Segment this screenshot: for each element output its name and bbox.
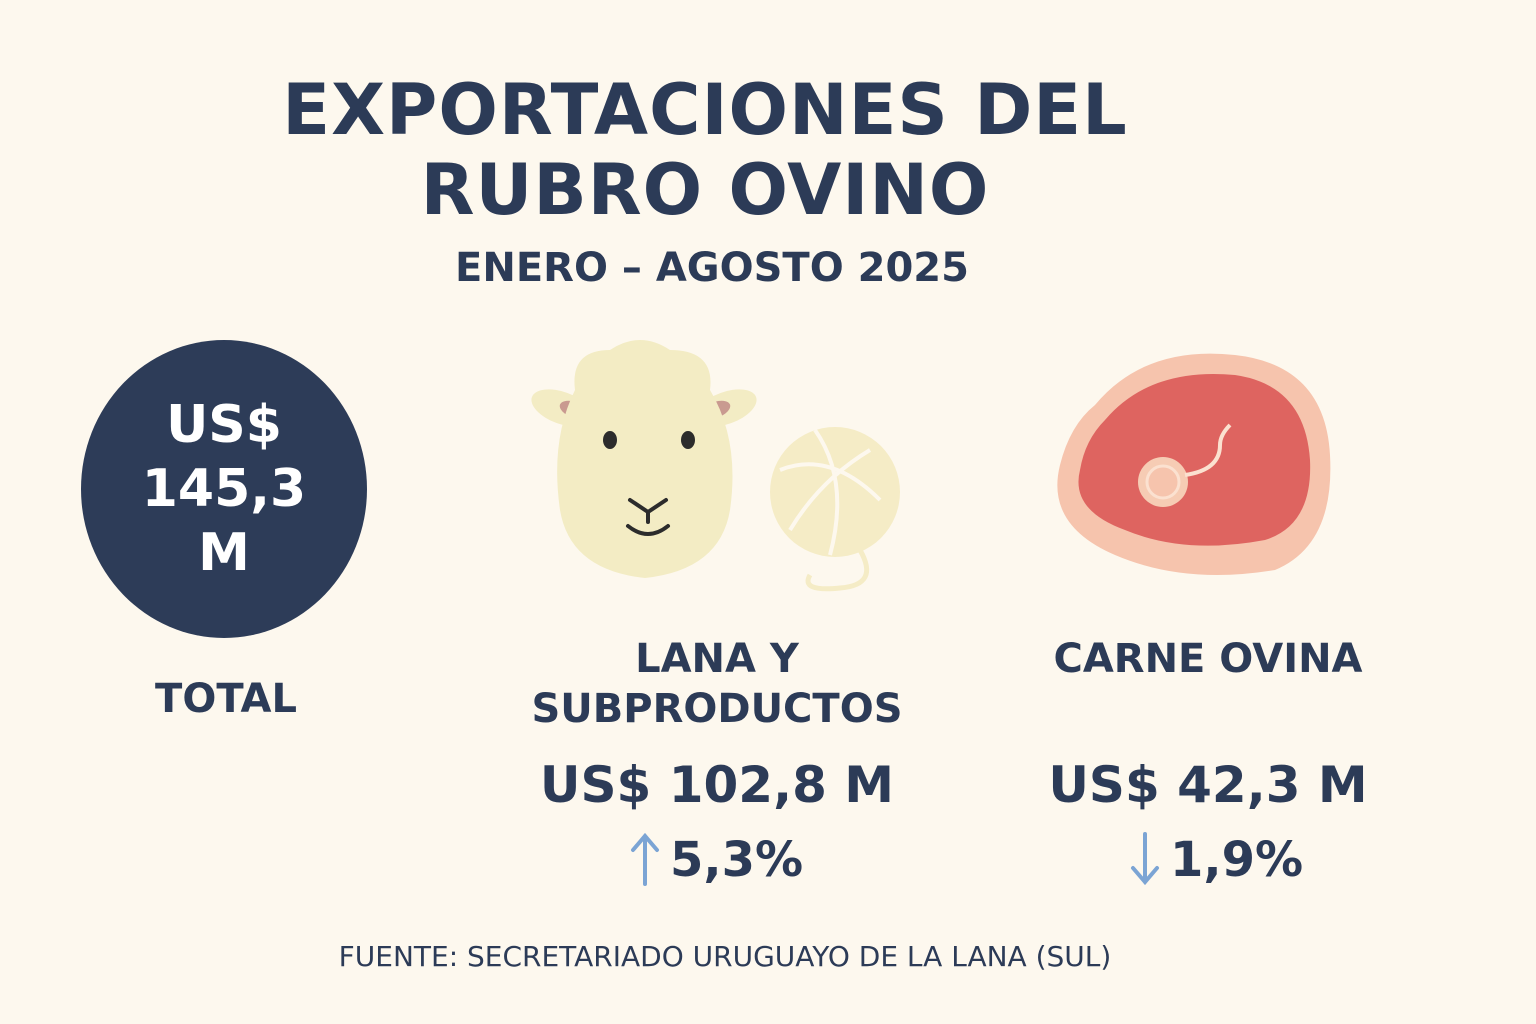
category-label: CARNE OVINA: [1053, 636, 1363, 682]
total-circle: US$ 145,3 M: [81, 340, 367, 638]
title: EXPORTACIONES DEL RUBRO OVINO: [282, 69, 1128, 231]
category-change: 1,9%: [1170, 832, 1304, 888]
category-value: US$ 102,8 M: [539, 756, 895, 814]
meat-icon: [1057, 353, 1331, 575]
total-value: US$ 145,3 M: [141, 395, 307, 583]
category-change: 5,3%: [670, 832, 804, 888]
source: FUENTE: SECRETARIADO URUGUAYO DE LA LANA…: [338, 940, 1112, 973]
total-label: TOTAL: [155, 676, 297, 722]
arrow-down: [1131, 832, 1159, 886]
arrow-up: [631, 832, 659, 886]
category-label: LANA Y SUBPRODUCTOS: [531, 636, 903, 732]
category-value: US$ 42,3 M: [1048, 756, 1368, 814]
subtitle: ENERO – AGOSTO 2025: [455, 245, 969, 291]
sheep-icon: [531, 340, 900, 592]
